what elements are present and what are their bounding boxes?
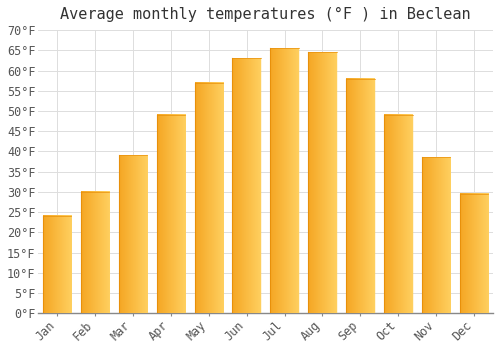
Title: Average monthly temperatures (°F ) in Beclean: Average monthly temperatures (°F ) in Be…: [60, 7, 471, 22]
